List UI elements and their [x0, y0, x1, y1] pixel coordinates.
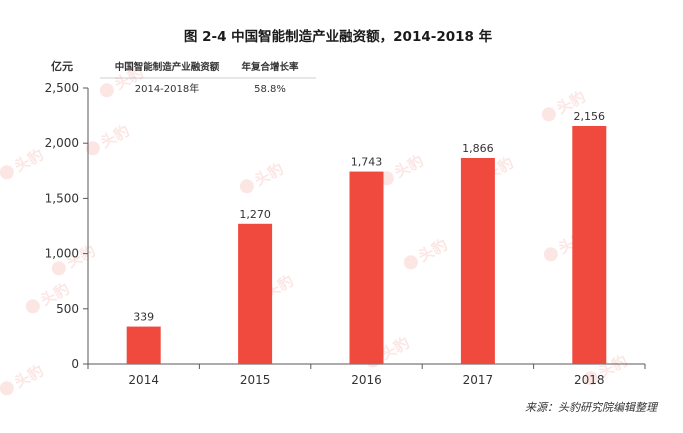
watermark-logo-icon [25, 299, 40, 314]
y-tick-label: 2,500 [45, 81, 79, 95]
watermark-logo-icon [0, 381, 14, 396]
x-tick-label: 2018 [574, 373, 605, 387]
watermark-text: 头豹 [415, 236, 450, 266]
bar-2016 [349, 171, 384, 364]
y-tick-label: 2,000 [45, 136, 79, 150]
watermark-logo-icon [51, 261, 66, 276]
watermark-logo-icon [403, 255, 418, 270]
data-label-2016: 1,743 [351, 156, 383, 169]
watermark-stamp: 头豹 [0, 362, 46, 396]
y-axis-unit-label: 亿元 [51, 59, 73, 73]
bar-2018 [572, 125, 607, 364]
watermark-text: 头豹 [11, 362, 46, 392]
watermark-logo-icon [583, 371, 598, 386]
watermark-stamp: 头豹 [239, 160, 286, 194]
summary-table-header-cagr: 年复合增长率 [241, 61, 299, 73]
summary-table-period: 2014-2018年 [135, 82, 200, 95]
data-label-2014: 339 [133, 311, 154, 324]
watermark-stamp: 头豹 [0, 146, 46, 180]
watermark-text: 头豹 [251, 160, 286, 190]
x-tick-label: 2014 [128, 373, 159, 387]
x-tick-label: 2017 [463, 373, 494, 387]
watermark-logo-icon [99, 83, 114, 98]
summary-table-cagr-value: 58.8% [254, 84, 286, 95]
chart-title: 图 2-4 中国智能制造产业融资额，2014-2018 年 [184, 28, 493, 45]
x-tick-label: 2015 [240, 373, 271, 387]
watermark-logo-icon [85, 141, 100, 156]
data-label-2015: 1,270 [239, 208, 271, 221]
bar-2017 [460, 157, 495, 364]
watermark-stamp: 头豹 [379, 152, 426, 186]
summary-table: 中国智能制造产业融资额 年复合增长率 2014-2018年 58.8% [100, 61, 316, 95]
watermark-logo-icon [239, 179, 254, 194]
watermark-stamp: 头豹 [85, 122, 132, 156]
source-note: 来源：头豹研究院编辑整理 [525, 401, 659, 414]
watermark-text: 头豹 [11, 146, 46, 176]
watermark-text: 头豹 [391, 152, 426, 182]
y-tick-label: 500 [56, 302, 79, 316]
watermark-stamp: 头豹 [403, 236, 450, 270]
plot-area: 0 500 1,000 1,500 2,000 2,500 339 2014 1,270 2015… [45, 81, 646, 387]
watermark-logo-icon [541, 107, 556, 122]
watermark-layer: 头豹头豹头豹头豹头豹头豹头豹头豹头豹头豹头豹头豹头豹头豹头豹 [0, 64, 630, 396]
y-tick-label: 1,000 [45, 247, 79, 261]
y-tick-label: 1,500 [45, 191, 79, 205]
bar-2014 [126, 326, 161, 364]
y-tick-label: 0 [71, 357, 79, 371]
watermark-logo-icon [0, 165, 14, 180]
x-tick-label: 2016 [351, 373, 382, 387]
bar-2015 [238, 223, 273, 364]
watermark-text: 头豹 [97, 122, 132, 152]
watermark-logo-icon [543, 247, 558, 262]
summary-table-header-metric: 中国智能制造产业融资额 [115, 61, 220, 73]
data-label-2018: 2,156 [574, 110, 606, 123]
data-label-2017: 1,866 [462, 142, 494, 155]
